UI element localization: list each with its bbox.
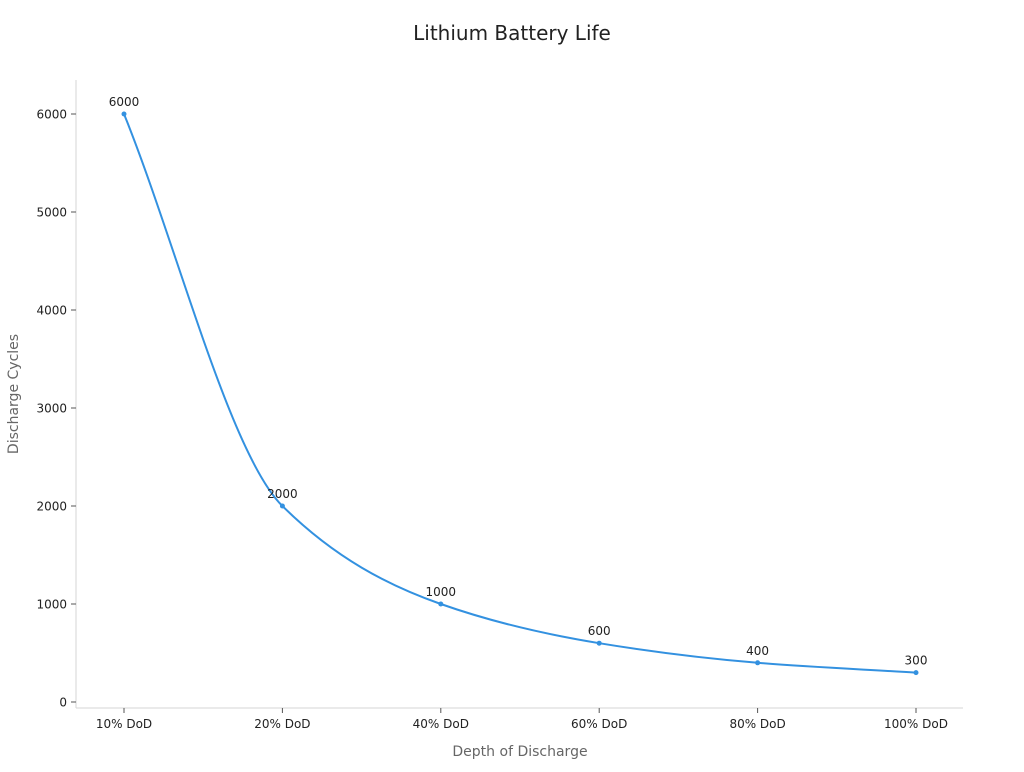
y-tick-label: 3000 bbox=[36, 402, 67, 416]
y-axis-label: Discharge Cycles bbox=[6, 334, 22, 454]
data-label: 2000 bbox=[267, 487, 298, 501]
y-tick-label: 0 bbox=[59, 696, 67, 710]
x-tick-label: 100% DoD bbox=[884, 717, 948, 731]
data-label: 600 bbox=[588, 624, 611, 638]
y-tick-label: 4000 bbox=[36, 304, 67, 318]
data-point bbox=[755, 660, 761, 666]
data-point bbox=[913, 670, 919, 676]
x-tick-label: 60% DoD bbox=[571, 717, 627, 731]
x-tick-label: 80% DoD bbox=[729, 717, 785, 731]
data-point bbox=[121, 111, 127, 117]
x-tick-label: 40% DoD bbox=[413, 717, 469, 731]
x-tick-label: 10% DoD bbox=[96, 717, 152, 731]
y-tick-label: 2000 bbox=[36, 500, 67, 514]
x-axis-label: Depth of Discharge bbox=[452, 744, 587, 760]
data-point bbox=[279, 503, 285, 509]
data-point bbox=[438, 601, 444, 607]
y-tick-label: 5000 bbox=[36, 206, 67, 220]
y-tick-label: 6000 bbox=[36, 108, 67, 122]
data-point bbox=[596, 640, 602, 646]
data-label: 6000 bbox=[109, 95, 140, 109]
data-label: 1000 bbox=[426, 585, 457, 599]
chart-title: Lithium Battery Life bbox=[413, 21, 611, 45]
series-line bbox=[123, 113, 917, 674]
y-tick-label: 1000 bbox=[36, 598, 67, 612]
data-label: 400 bbox=[746, 644, 769, 658]
data-label: 300 bbox=[905, 654, 928, 668]
x-tick-label: 20% DoD bbox=[254, 717, 310, 731]
